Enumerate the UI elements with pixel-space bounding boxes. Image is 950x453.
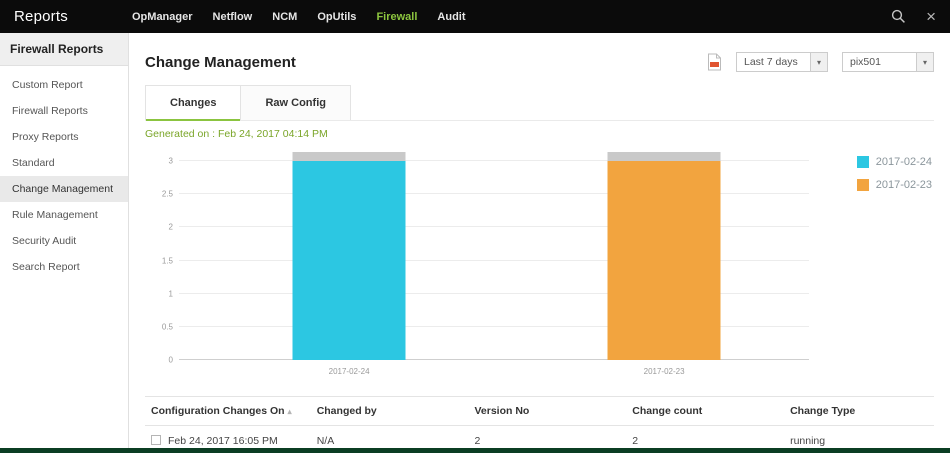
chart-plot: 0 0.5 1 1.5 2 2.5 3 2017-02-24 2017-02-23 <box>162 148 809 376</box>
header-controls: Last 7 days ▾ pix501 ▾ <box>707 52 934 72</box>
main-header: Change Management Last 7 days ▾ pix501 ▾ <box>145 51 934 73</box>
close-icon[interactable]: × <box>926 7 936 26</box>
tab-bar: Changes Raw Config <box>145 85 934 121</box>
sort-icon: ▴ <box>287 407 292 416</box>
y-tick-label: 1 <box>168 289 173 299</box>
period-select[interactable]: Last 7 days ▾ <box>736 52 828 72</box>
generated-on-text: Generated on : Feb 24, 2017 04:14 PM <box>145 128 328 140</box>
x-tick-label: 2017-02-23 <box>643 367 685 376</box>
gridline <box>179 259 809 261</box>
gridline <box>179 193 809 195</box>
chevron-down-icon[interactable]: ▾ <box>810 53 827 71</box>
nav-item-oputils[interactable]: OpUtils <box>317 10 357 23</box>
bar-cap <box>292 152 406 161</box>
y-tick-label: 3 <box>168 156 173 166</box>
y-tick-label: 1.5 <box>161 256 173 265</box>
tab-raw-config[interactable]: Raw Config <box>241 85 351 120</box>
sidebar-list: Custom Report Firewall Reports Proxy Repor… <box>0 72 128 280</box>
legend-label: 2017-02-24 <box>875 156 932 168</box>
bottom-strip <box>0 448 950 453</box>
page-layout: Firewall Reports Custom Report Firewall R… <box>0 33 950 453</box>
export-pdf-icon[interactable] <box>707 53 722 71</box>
legend-swatch <box>856 179 869 191</box>
gridline <box>179 325 809 327</box>
y-tick-label: 0 <box>168 355 173 365</box>
change-date: Feb 24, 2017 16:05 PM <box>168 435 278 447</box>
sidebar-title: Firewall Reports <box>0 33 128 66</box>
sidebar-item-security-audit[interactable]: Security Audit <box>12 235 77 247</box>
period-select-value: Last 7 days <box>744 56 798 68</box>
page-title: Change Management <box>145 53 296 71</box>
bar-fill <box>292 161 406 360</box>
gridline <box>179 359 809 360</box>
topbar-nav: OpManager Netflow NCM OpUtils Firewall Audit <box>132 11 466 23</box>
bar-2017-02-23 <box>607 152 721 360</box>
changes-table: Configuration Changes On ▴ Changed by Versi… <box>145 396 934 453</box>
legend-item-2017-02-23[interactable]: 2017-02-23 <box>856 179 932 191</box>
column-header-changed-by[interactable]: Changed by <box>310 396 469 426</box>
device-select[interactable]: pix501 ▾ <box>842 52 934 72</box>
main-content: Change Management Last 7 days ▾ pix501 ▾ <box>129 33 950 453</box>
nav-item-ncm[interactable]: NCM <box>272 10 298 23</box>
app-title: Reports <box>14 8 68 25</box>
topbar-right: × <box>891 8 936 25</box>
sidebar-item-custom-report[interactable]: Custom Report <box>12 79 83 91</box>
y-tick-label: 2.5 <box>161 189 173 199</box>
nav-item-opmanager[interactable]: OpManager <box>132 10 193 23</box>
sidebar-item-proxy-reports[interactable]: Proxy Reports <box>12 131 79 143</box>
column-header-version-no[interactable]: Version No <box>468 396 627 426</box>
chart-legend: 2017-02-24 2017-02-23 <box>856 156 932 202</box>
nav-item-netflow[interactable]: Netflow <box>212 10 253 23</box>
table-header-row: Configuration Changes On ▴ Changed by Versi… <box>145 396 934 426</box>
gridline <box>179 160 809 161</box>
column-header-change-type[interactable]: Change Type <box>784 396 934 426</box>
bar-fill <box>607 161 721 360</box>
y-tick-label: 2 <box>168 222 173 232</box>
gridline <box>179 226 809 228</box>
device-select-value: pix501 <box>850 56 881 68</box>
legend-item-2017-02-24[interactable]: 2017-02-24 <box>856 156 932 168</box>
y-tick-label: 0.5 <box>161 322 173 332</box>
bar-2017-02-24 <box>292 152 406 360</box>
change-chart: 0 0.5 1 1.5 2 2.5 3 2017-02-24 2017-02-23 2017-0… <box>145 148 934 380</box>
chevron-down-icon[interactable]: ▾ <box>916 53 933 71</box>
bar-cap <box>607 152 721 161</box>
search-icon[interactable] <box>891 9 906 24</box>
gridline <box>179 292 809 294</box>
row-checkbox[interactable] <box>151 435 161 445</box>
column-header-change-count[interactable]: Change count <box>626 396 785 426</box>
legend-swatch <box>856 156 869 168</box>
x-tick-label: 2017-02-24 <box>328 367 370 376</box>
nav-item-firewall[interactable]: Firewall <box>376 10 418 23</box>
sidebar-item-search-report[interactable]: Search Report <box>12 261 80 273</box>
tab-changes[interactable]: Changes <box>145 85 242 121</box>
sidebar-item-firewall-reports[interactable]: Firewall Reports <box>12 105 88 117</box>
sidebar-item-rule-management[interactable]: Rule Management <box>12 209 98 221</box>
column-header-configuration-changes-on[interactable]: Configuration Changes On ▴ <box>145 396 311 426</box>
nav-item-audit[interactable]: Audit <box>437 10 466 23</box>
legend-label: 2017-02-23 <box>875 179 932 191</box>
topbar: Reports OpManager Netflow NCM OpUtils Firewa… <box>0 0 950 33</box>
sidebar-item-change-management[interactable]: Change Management <box>0 176 128 202</box>
sidebar: Firewall Reports Custom Report Firewall R… <box>0 33 129 453</box>
sidebar-item-standard[interactable]: Standard <box>12 157 55 169</box>
